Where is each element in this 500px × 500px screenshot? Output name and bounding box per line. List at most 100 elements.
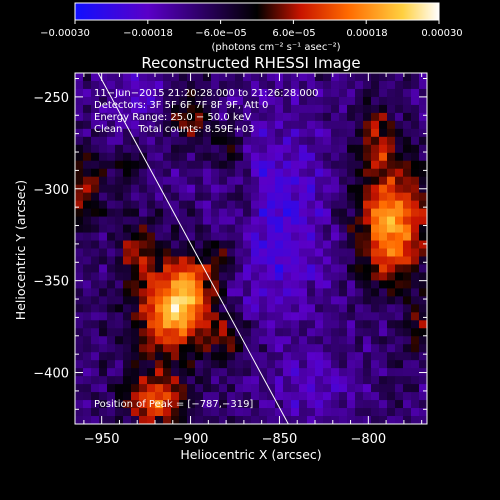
heatmap-cell bbox=[307, 336, 316, 345]
heatmap-cell bbox=[251, 288, 260, 297]
heatmap-cell bbox=[259, 376, 268, 385]
heatmap-cell bbox=[371, 312, 380, 321]
heatmap-cell bbox=[411, 224, 420, 234]
heatmap-cell bbox=[131, 384, 140, 393]
heatmap-cell bbox=[99, 288, 108, 297]
heatmap-cell bbox=[115, 120, 124, 130]
heatmap-cell bbox=[259, 336, 268, 345]
heatmap-cell bbox=[347, 184, 356, 194]
heatmap-cell bbox=[299, 392, 308, 401]
heatmap-cell bbox=[227, 168, 236, 178]
heatmap-cell bbox=[291, 344, 300, 353]
heatmap-cell bbox=[115, 272, 124, 282]
time-range-annotation: 11−Jun−2015 21:20:28.000 to 21:26:28.000 bbox=[94, 88, 319, 99]
heatmap-cell bbox=[395, 208, 404, 218]
heatmap-cell bbox=[131, 280, 140, 289]
heatmap-cell bbox=[187, 392, 196, 401]
heatmap-cell bbox=[387, 240, 396, 250]
heatmap-cell bbox=[331, 256, 340, 266]
heatmap-cell bbox=[291, 104, 300, 114]
heatmap-cell bbox=[227, 384, 236, 393]
heatmap-cell bbox=[227, 192, 236, 202]
heatmap-cell bbox=[131, 73, 140, 82]
heatmap-cell bbox=[147, 352, 156, 361]
heatmap-cell bbox=[387, 296, 396, 305]
heatmap-cell bbox=[187, 400, 196, 409]
heatmap-cell bbox=[363, 152, 372, 162]
heatmap-cell bbox=[131, 168, 140, 178]
heatmap-cell bbox=[307, 368, 316, 377]
heatmap-cell bbox=[379, 80, 388, 90]
heatmap-cell bbox=[187, 360, 196, 369]
heatmap-cell bbox=[259, 232, 268, 242]
heatmap-cell bbox=[339, 400, 348, 409]
heatmap-cell bbox=[179, 344, 188, 353]
heatmap-cell bbox=[179, 73, 188, 82]
heatmap-cell bbox=[419, 112, 427, 122]
heatmap-cell bbox=[139, 104, 148, 114]
heatmap-cell bbox=[339, 376, 348, 385]
heatmap-cell bbox=[195, 144, 204, 154]
heatmap-cell bbox=[147, 184, 156, 194]
heatmap-cell bbox=[395, 280, 404, 289]
heatmap-cell bbox=[227, 368, 236, 377]
heatmap-cell bbox=[139, 232, 148, 242]
heatmap-cell bbox=[83, 232, 92, 242]
heatmap-cell bbox=[243, 192, 252, 202]
heatmap-cell bbox=[99, 232, 108, 242]
heatmap-cell bbox=[171, 304, 180, 313]
heatmap-cell bbox=[299, 73, 308, 82]
heatmap-cell bbox=[291, 96, 300, 106]
heatmap-cell bbox=[99, 128, 108, 138]
heatmap-cell bbox=[403, 88, 412, 98]
heatmap-cell bbox=[379, 272, 388, 282]
heatmap-cell bbox=[363, 360, 372, 369]
heatmap-cell bbox=[171, 176, 180, 186]
heatmap-cell bbox=[195, 400, 204, 409]
heatmap-cell bbox=[315, 400, 324, 409]
heatmap-cell bbox=[227, 216, 236, 226]
heatmap-cell bbox=[419, 280, 427, 289]
heatmap-cell bbox=[75, 73, 84, 82]
heatmap-cell bbox=[363, 368, 372, 377]
heatmap-cell bbox=[147, 288, 156, 297]
heatmap-cell bbox=[379, 384, 388, 393]
heatmap-cell bbox=[219, 352, 228, 361]
heatmap-cell bbox=[363, 232, 372, 242]
heatmap-cell bbox=[227, 152, 236, 162]
heatmap-cell bbox=[99, 224, 108, 234]
heatmap-cell bbox=[275, 200, 284, 210]
heatmap-cell bbox=[243, 280, 252, 289]
heatmap-cell bbox=[235, 320, 244, 329]
heatmap-cell bbox=[371, 344, 380, 353]
heatmap-cell bbox=[235, 272, 244, 282]
heatmap-cell bbox=[363, 112, 372, 122]
heatmap-cell bbox=[99, 160, 108, 170]
heatmap-cell bbox=[99, 256, 108, 266]
heatmap-cell bbox=[267, 112, 276, 122]
heatmap-cell bbox=[387, 192, 396, 202]
heatmap-cell bbox=[267, 200, 276, 210]
heatmap-cell bbox=[347, 312, 356, 321]
heatmap-cell bbox=[219, 376, 228, 385]
heatmap-cell bbox=[291, 232, 300, 242]
heatmap-cell bbox=[163, 112, 172, 122]
heatmap-cell bbox=[259, 200, 268, 210]
heatmap-cell bbox=[211, 392, 220, 401]
heatmap-cell bbox=[243, 384, 252, 393]
heatmap-cell bbox=[195, 96, 204, 106]
heatmap-cell bbox=[187, 176, 196, 186]
heatmap-cell bbox=[315, 112, 324, 122]
heatmap-cell bbox=[251, 152, 260, 162]
heatmap-cell bbox=[299, 224, 308, 234]
heatmap-cell bbox=[251, 73, 260, 82]
heatmap-cell bbox=[299, 192, 308, 202]
heatmap-cell bbox=[379, 224, 388, 234]
heatmap-cell bbox=[331, 288, 340, 297]
heatmap-cell bbox=[211, 352, 220, 361]
heatmap-cell bbox=[147, 112, 156, 122]
heatmap-cell bbox=[83, 152, 92, 162]
heatmap-cell bbox=[227, 296, 236, 305]
heatmap-cell bbox=[227, 224, 236, 234]
heatmap-cell bbox=[107, 240, 116, 250]
